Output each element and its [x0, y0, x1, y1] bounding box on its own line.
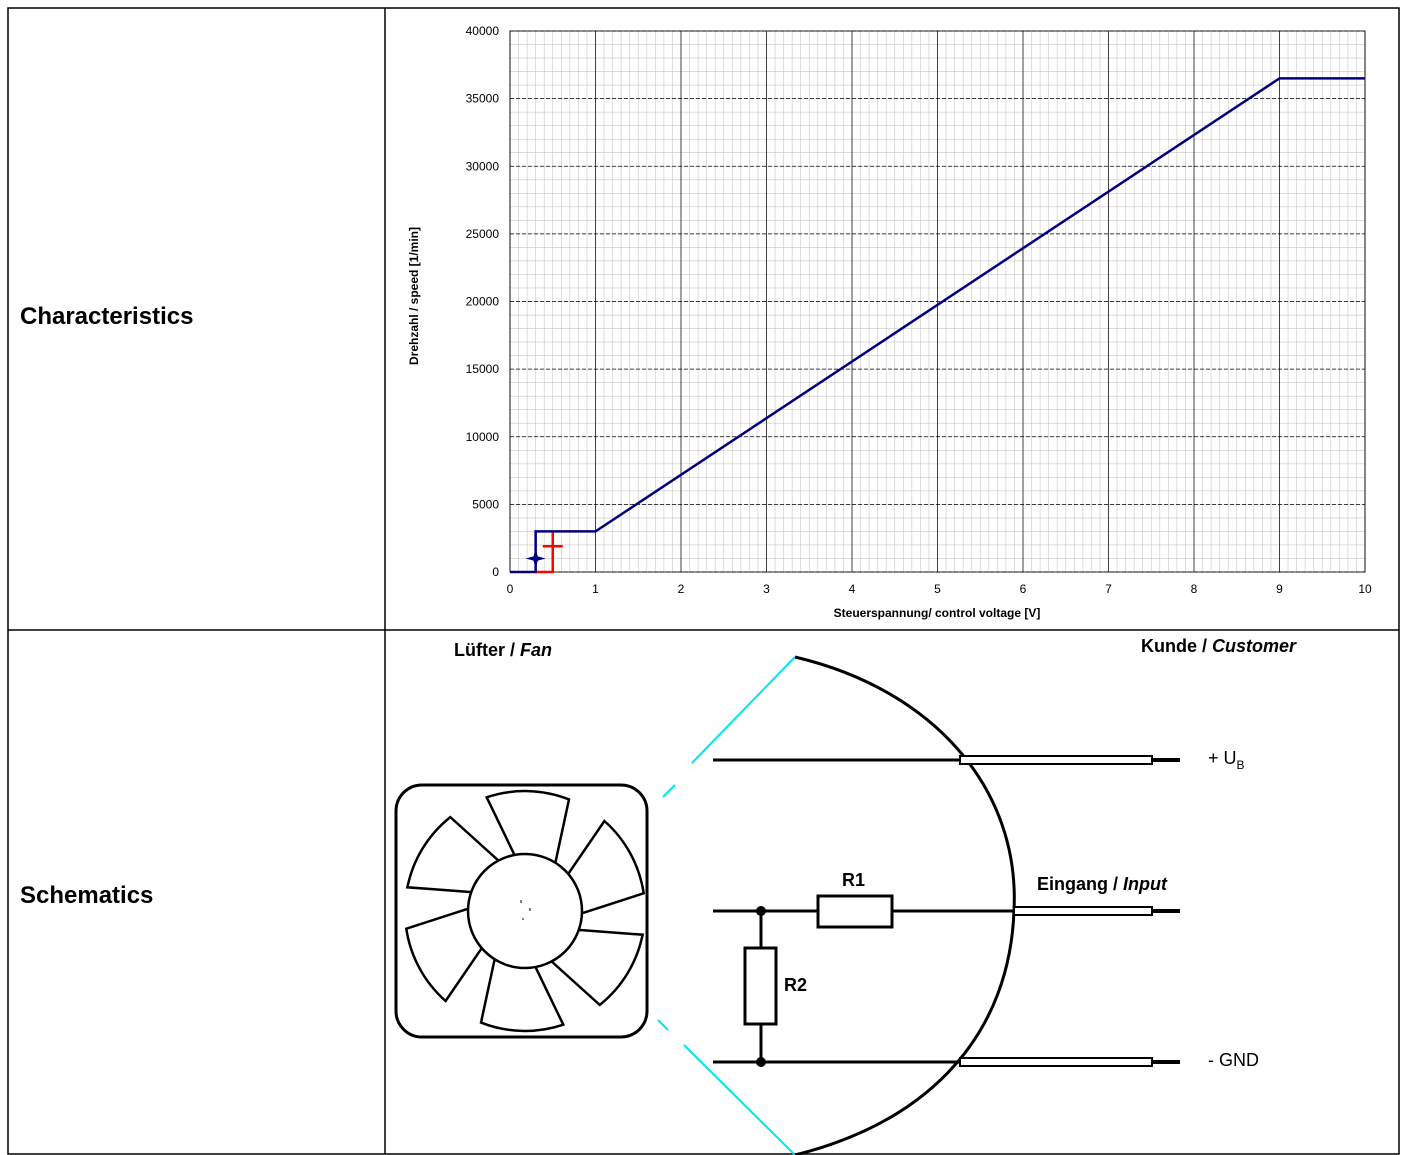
- plot-area-frame: [509, 30, 1366, 573]
- x-axis-label: Steuerspannung/ control voltage [V]: [834, 606, 1041, 620]
- ub-label: + U: [1208, 748, 1237, 768]
- input-label-en: Input: [1123, 874, 1168, 894]
- fan-blade: [549, 928, 645, 1007]
- characteristics-label: Characteristics: [20, 303, 194, 330]
- gnd-label: - GND: [1208, 1050, 1259, 1070]
- major-grid: [509, 30, 1366, 573]
- speed-chart: 0 1 2 3 4 5 6 7 8 9 10 0 5000 10000 15000 20000 25000 300…: [407, 24, 1372, 620]
- svg-text:Kunde / Customer: Kunde / Customer: [1141, 636, 1297, 656]
- y-axis-label: Drehzahl / speed [1/min]: [407, 227, 421, 365]
- fan-label-de: Lüfter /: [454, 640, 520, 660]
- x-tick-label: 6: [1020, 582, 1027, 596]
- ub-subscript: B: [1237, 758, 1245, 772]
- plus-marker: [542, 536, 563, 557]
- input-label-de: Eingang /: [1037, 874, 1123, 894]
- fan-blade: [405, 815, 501, 894]
- y-tick-label: 20000: [466, 295, 500, 309]
- x-tick-label: 10: [1358, 582, 1372, 596]
- junction-bottom: [756, 1057, 766, 1067]
- svg-text:Lüfter / Fan: Lüfter / Fan: [454, 640, 552, 660]
- wire-gnd: [713, 1057, 1180, 1067]
- zoom-lines: [657, 656, 796, 1155]
- y-tick-label: 10000: [466, 430, 500, 444]
- x-tick-label: 8: [1191, 582, 1198, 596]
- schematics-label: Schematics: [20, 882, 154, 909]
- r1-label: R1: [842, 870, 865, 890]
- fan-blade: [566, 819, 646, 916]
- x-tick-label: 1: [592, 582, 599, 596]
- x-tick-label: 4: [849, 582, 856, 596]
- data-series: [510, 77, 1365, 574]
- x-tick-label: 5: [934, 582, 941, 596]
- fan-label-en: Fan: [520, 640, 552, 660]
- x-tick-label: 7: [1105, 582, 1112, 596]
- resistor-r1: [816, 894, 894, 929]
- r2-label: R2: [784, 975, 807, 995]
- tick-labels: 0 1 2 3 4 5 6 7 8 9 10 0 5000 10000 15000 20000 25000 300…: [466, 24, 1372, 596]
- customer-label-de: Kunde /: [1141, 636, 1212, 656]
- y-tick-label: 25000: [466, 227, 500, 241]
- x-tick-label: 0: [507, 582, 514, 596]
- y-tick-label: 15000: [466, 362, 500, 376]
- fan-blade: [479, 956, 566, 1033]
- y-tick-label: 35000: [466, 92, 500, 106]
- resistor-r2: [743, 946, 778, 1026]
- customer-label-en: Customer: [1212, 636, 1297, 656]
- svg-text:+ UB: + UB: [1208, 748, 1245, 772]
- series-line: [510, 77, 1365, 574]
- y-tick-label: 30000: [466, 159, 500, 173]
- star-marker: [525, 548, 546, 569]
- y-tick-label: 40000: [466, 24, 500, 38]
- x-tick-label: 2: [678, 582, 685, 596]
- x-tick-label: 3: [763, 582, 770, 596]
- fan-icon: [394, 783, 649, 1039]
- wire-input: [713, 906, 1180, 916]
- fan-blade: [404, 906, 484, 1003]
- y-tick-label: 5000: [472, 497, 499, 511]
- svg-text:Eingang / Input: Eingang / Input: [1037, 874, 1168, 894]
- y-tick-label: 0: [492, 565, 499, 579]
- fan-blade: [484, 789, 571, 866]
- x-tick-label: 9: [1276, 582, 1283, 596]
- wire-ub: [713, 755, 1180, 765]
- junction-top: [756, 906, 766, 916]
